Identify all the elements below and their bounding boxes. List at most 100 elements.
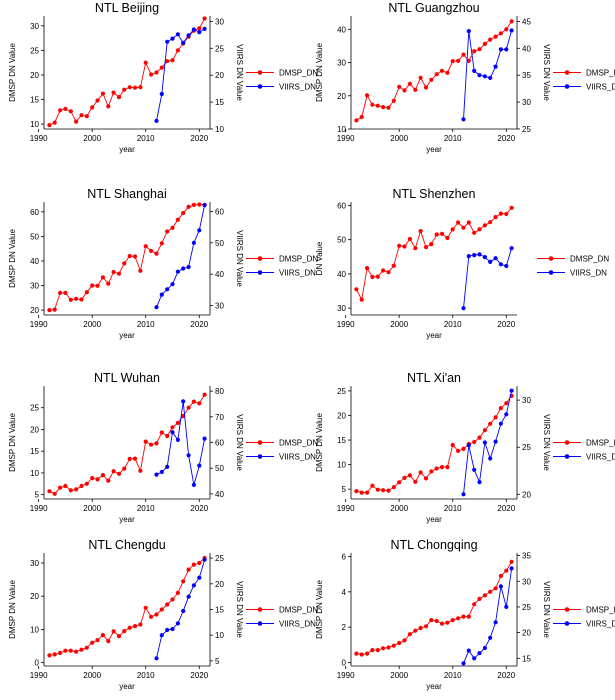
data-point-dmsp-dn [100, 275, 105, 280]
panel-1: NTL Beijing 1990 2000 2010 2020 10 15 20 25 30 10 1… [8, 1, 318, 154]
data-point-dmsp-dn [439, 465, 445, 470]
legend-label: DMSP_DN [586, 439, 615, 448]
data-point-dmsp-dn [154, 70, 159, 75]
data-point-dmsp-dn [472, 230, 477, 235]
y-tick-label: 40 [30, 257, 39, 266]
y-axis-label: DMSP DN Value [8, 43, 17, 102]
data-point-dmsp-dn [47, 489, 52, 494]
x-tick-label: 2020 [497, 504, 515, 513]
data-point-viirs-dn [186, 594, 191, 599]
data-point-dmsp-dn [138, 268, 143, 273]
series-line-dmsp-dn [49, 18, 205, 126]
data-point-dmsp-dn [466, 220, 471, 225]
data-point-dmsp-dn [429, 242, 434, 247]
data-point-dmsp-dn [418, 625, 423, 631]
data-point-dmsp-dn [95, 283, 100, 288]
data-point-dmsp-dn [493, 415, 498, 420]
data-point-dmsp-dn [100, 633, 105, 638]
data-point-dmsp-dn [74, 487, 79, 492]
data-point-dmsp-dn [191, 202, 196, 207]
data-point-dmsp-dn [197, 560, 202, 566]
y2-tick-label: 5 [215, 657, 220, 666]
y2-tick-label: 80 [215, 387, 224, 396]
series-line-viirs-dn [156, 28, 205, 121]
y-tick-label: 40 [337, 25, 346, 34]
x-tick-label: 2000 [390, 671, 408, 680]
data-point-dmsp-dn [202, 392, 207, 397]
x-tick-label: 1990 [337, 320, 355, 329]
legend-marker [548, 270, 554, 275]
data-point-dmsp-dn [472, 439, 477, 445]
data-point-dmsp-dn [68, 488, 73, 493]
data-point-dmsp-dn [359, 652, 364, 657]
y2-tick-label: 40 [215, 490, 224, 499]
data-point-dmsp-dn [52, 491, 57, 496]
panel-6: NTL Xi'an 1990 2000 2010 2020 5 10 15 20 25 20 25 30… [315, 371, 615, 524]
data-point-dmsp-dn [47, 653, 52, 658]
chart-title: NTL Beijing [95, 1, 159, 15]
x-axis-label: year [426, 682, 442, 691]
chart-title: NTL Chengdu [88, 538, 165, 552]
data-point-dmsp-dn [170, 597, 175, 602]
y2-tick-label: 70 [215, 413, 224, 422]
series-line-dmsp-dn [49, 204, 205, 311]
data-point-dmsp-dn [407, 236, 412, 242]
data-point-dmsp-dn [95, 477, 100, 482]
data-point-dmsp-dn [493, 586, 498, 591]
data-point-dmsp-dn [154, 612, 159, 617]
data-point-dmsp-dn [122, 629, 127, 634]
y-tick-label: 50 [337, 236, 346, 245]
data-point-dmsp-dn [175, 590, 180, 596]
data-point-dmsp-dn [391, 485, 396, 490]
y-tick-label: 10 [337, 461, 346, 470]
y2-tick-label: 20 [215, 580, 224, 589]
y2-tick-label: 40 [215, 270, 224, 279]
data-point-viirs-dn [191, 583, 196, 588]
data-point-dmsp-dn [116, 95, 122, 100]
data-point-dmsp-dn [434, 72, 439, 77]
y-tick-label: 20 [337, 92, 346, 101]
data-point-dmsp-dn [52, 307, 57, 312]
series-line-viirs-dn [156, 559, 206, 659]
data-point-dmsp-dn [381, 488, 386, 493]
data-point-dmsp-dn [386, 645, 391, 650]
data-point-dmsp-dn [477, 435, 482, 440]
data-point-dmsp-dn [47, 308, 52, 313]
legend-label: VIIRS_DN [586, 83, 615, 92]
legend-marker [257, 84, 263, 89]
data-point-viirs-dn [472, 253, 477, 258]
data-point-dmsp-dn [138, 85, 143, 90]
data-point-dmsp-dn [472, 49, 477, 54]
data-point-dmsp-dn [391, 98, 396, 103]
data-point-dmsp-dn [132, 624, 138, 629]
y2-tick-label: 15 [522, 654, 531, 663]
data-point-viirs-dn [493, 620, 498, 625]
chart-title: NTL Wuhan [94, 371, 160, 385]
y-tick-label: 20 [30, 71, 39, 80]
legend-label: DMSP_DN [586, 69, 615, 78]
legend-label: DMSP_DN [586, 606, 615, 615]
data-point-dmsp-dn [90, 640, 95, 645]
data-point-dmsp-dn [197, 26, 202, 31]
data-point-dmsp-dn [100, 473, 105, 478]
y-tick-label: 20 [337, 411, 346, 420]
data-point-viirs-dn [466, 443, 471, 448]
legend-marker [564, 454, 570, 459]
data-point-viirs-dn [472, 68, 477, 73]
data-point-dmsp-dn [504, 211, 509, 217]
chart-title: NTL Shenzhen [393, 187, 476, 201]
data-point-dmsp-dn [386, 488, 391, 493]
x-tick-label: 2020 [497, 134, 515, 143]
data-point-viirs-dn [472, 656, 477, 661]
x-tick-label: 2000 [83, 320, 101, 329]
data-point-viirs-dn [504, 47, 509, 52]
data-point-viirs-dn [170, 626, 175, 632]
data-point-dmsp-dn [466, 614, 471, 619]
y2-tick-label: 30 [522, 98, 531, 107]
data-point-dmsp-dn [138, 468, 143, 473]
series-line-dmsp-dn [49, 394, 205, 495]
legend-label: DMSP_DN [279, 439, 318, 448]
data-point-viirs-dn [466, 29, 471, 34]
x-tick-label: 2000 [83, 134, 101, 143]
